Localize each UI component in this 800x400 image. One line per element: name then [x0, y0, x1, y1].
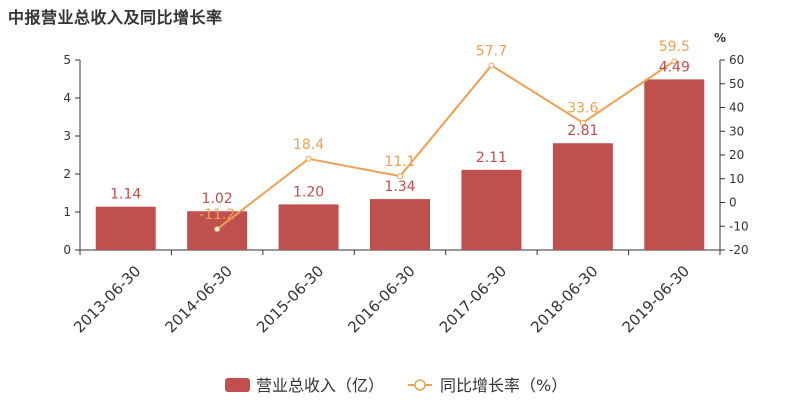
legend-bar-label: 营业总收入（亿）	[256, 376, 384, 395]
right-tick-label: 20	[729, 148, 744, 162]
right-tick-label: 60	[729, 53, 744, 67]
left-tick-label: 0	[63, 243, 71, 257]
left-tick-label: 5	[63, 53, 71, 67]
right-tick-label: 40	[729, 101, 744, 115]
growth-line	[216, 60, 675, 230]
right-tick-label: -10	[729, 219, 749, 233]
legend-line-label: 同比增长率（%）	[440, 376, 567, 395]
left-tick-label: 4	[63, 91, 71, 105]
bar-value-label: 2.81	[567, 123, 598, 139]
line-value-label: 11.1	[384, 154, 415, 170]
right-tick-label: 50	[729, 77, 744, 91]
right-tick-label: 10	[729, 172, 744, 186]
line-value-label: 57.7	[476, 43, 507, 59]
right-axis-unit: %	[714, 31, 726, 45]
line-point	[671, 58, 678, 65]
left-tick-label: 3	[63, 129, 71, 143]
bar	[95, 206, 156, 250]
bar-value-label: 1.34	[384, 179, 415, 195]
bar-value-label: 1.20	[293, 184, 324, 200]
x-tick-label: 2018-06-30	[527, 262, 601, 336]
right-tick-label: 0	[729, 196, 737, 210]
x-tick-label: 2013-06-30	[70, 262, 144, 336]
bar-value-label: 2.11	[476, 150, 507, 166]
bar-value-label: 1.14	[110, 187, 141, 203]
x-tick-label: 2017-06-30	[436, 262, 510, 336]
chart-title: 中报营业总收入及同比增长率	[8, 8, 223, 27]
bar	[278, 204, 339, 250]
bar-value-label: 1.02	[202, 191, 233, 207]
line-value-label: 33.6	[567, 101, 598, 117]
line-point	[305, 155, 312, 162]
x-tick-label: 2019-06-30	[619, 262, 693, 336]
right-tick-label: -20	[729, 243, 749, 257]
line-series	[214, 58, 678, 233]
bar-series	[95, 79, 705, 250]
line-value-label: -11.2	[199, 207, 235, 223]
x-tick-label: 2015-06-30	[253, 262, 327, 336]
right-tick-label: 30	[729, 124, 744, 138]
legend-bar-swatch	[225, 378, 250, 392]
left-tick-label: 1	[63, 205, 71, 219]
legend[interactable]: 营业总收入（亿） 同比增长率（%）	[225, 376, 567, 395]
data-labels: 1.14 1.02 1.20 1.34 2.11 2.81 4.49 -11.2 18.4 11.…	[110, 39, 690, 223]
line-value-label: 59.5	[659, 39, 690, 55]
left-tick-label: 2	[63, 167, 71, 181]
line-value-label: 18.4	[293, 137, 324, 153]
bar	[461, 169, 522, 250]
x-tick-label: 2014-06-30	[162, 262, 236, 336]
legend-line-marker	[414, 379, 426, 391]
line-point	[579, 119, 586, 126]
bar-value-label: 4.49	[659, 59, 690, 75]
bar	[644, 79, 705, 250]
bar	[370, 199, 430, 250]
line-point	[214, 226, 221, 233]
x-tick-label: 2016-06-30	[344, 262, 418, 336]
bar	[552, 143, 613, 250]
line-point	[488, 62, 495, 69]
line-point	[397, 173, 403, 180]
